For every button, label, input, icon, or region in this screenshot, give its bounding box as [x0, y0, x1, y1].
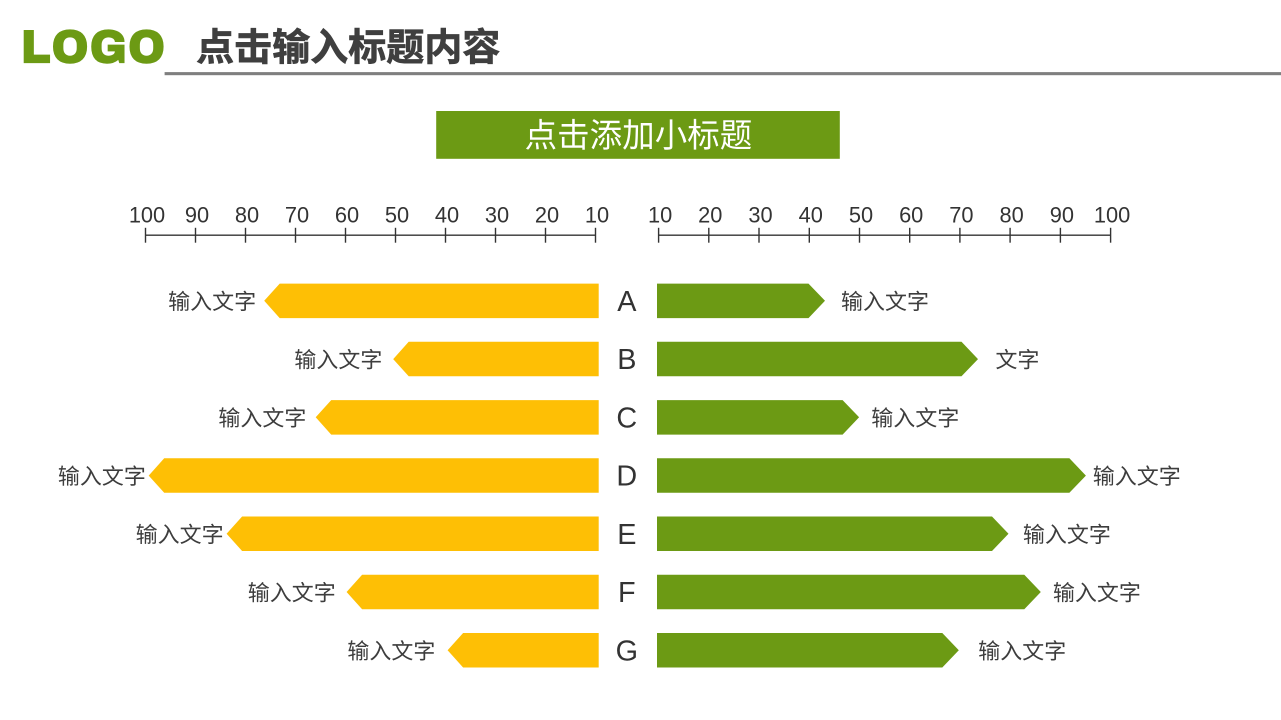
svg-text:100: 100: [1094, 202, 1130, 227]
svg-text:100: 100: [129, 202, 165, 227]
svg-text:20: 20: [535, 202, 559, 227]
svg-text:10: 10: [648, 202, 672, 227]
svg-text:70: 70: [285, 202, 309, 227]
svg-text:50: 50: [849, 202, 873, 227]
svg-text:80: 80: [999, 202, 1023, 227]
svg-text:90: 90: [1050, 202, 1074, 227]
svg-text:40: 40: [799, 202, 823, 227]
svg-text:30: 30: [485, 202, 509, 227]
svg-text:20: 20: [698, 202, 722, 227]
svg-text:90: 90: [185, 202, 209, 227]
svg-text:60: 60: [899, 202, 923, 227]
svg-text:70: 70: [949, 202, 973, 227]
svg-text:30: 30: [748, 202, 772, 227]
svg-text:F: F: [618, 577, 636, 609]
svg-text:60: 60: [335, 202, 359, 227]
svg-text:A: A: [617, 286, 637, 318]
svg-text:10: 10: [585, 202, 609, 227]
svg-text:80: 80: [235, 202, 259, 227]
svg-text:E: E: [617, 519, 636, 551]
svg-text:50: 50: [385, 202, 409, 227]
svg-text:C: C: [616, 402, 637, 434]
svg-text:40: 40: [435, 202, 459, 227]
svg-text:B: B: [617, 344, 636, 376]
svg-text:D: D: [616, 461, 637, 493]
svg-text:G: G: [616, 635, 638, 667]
